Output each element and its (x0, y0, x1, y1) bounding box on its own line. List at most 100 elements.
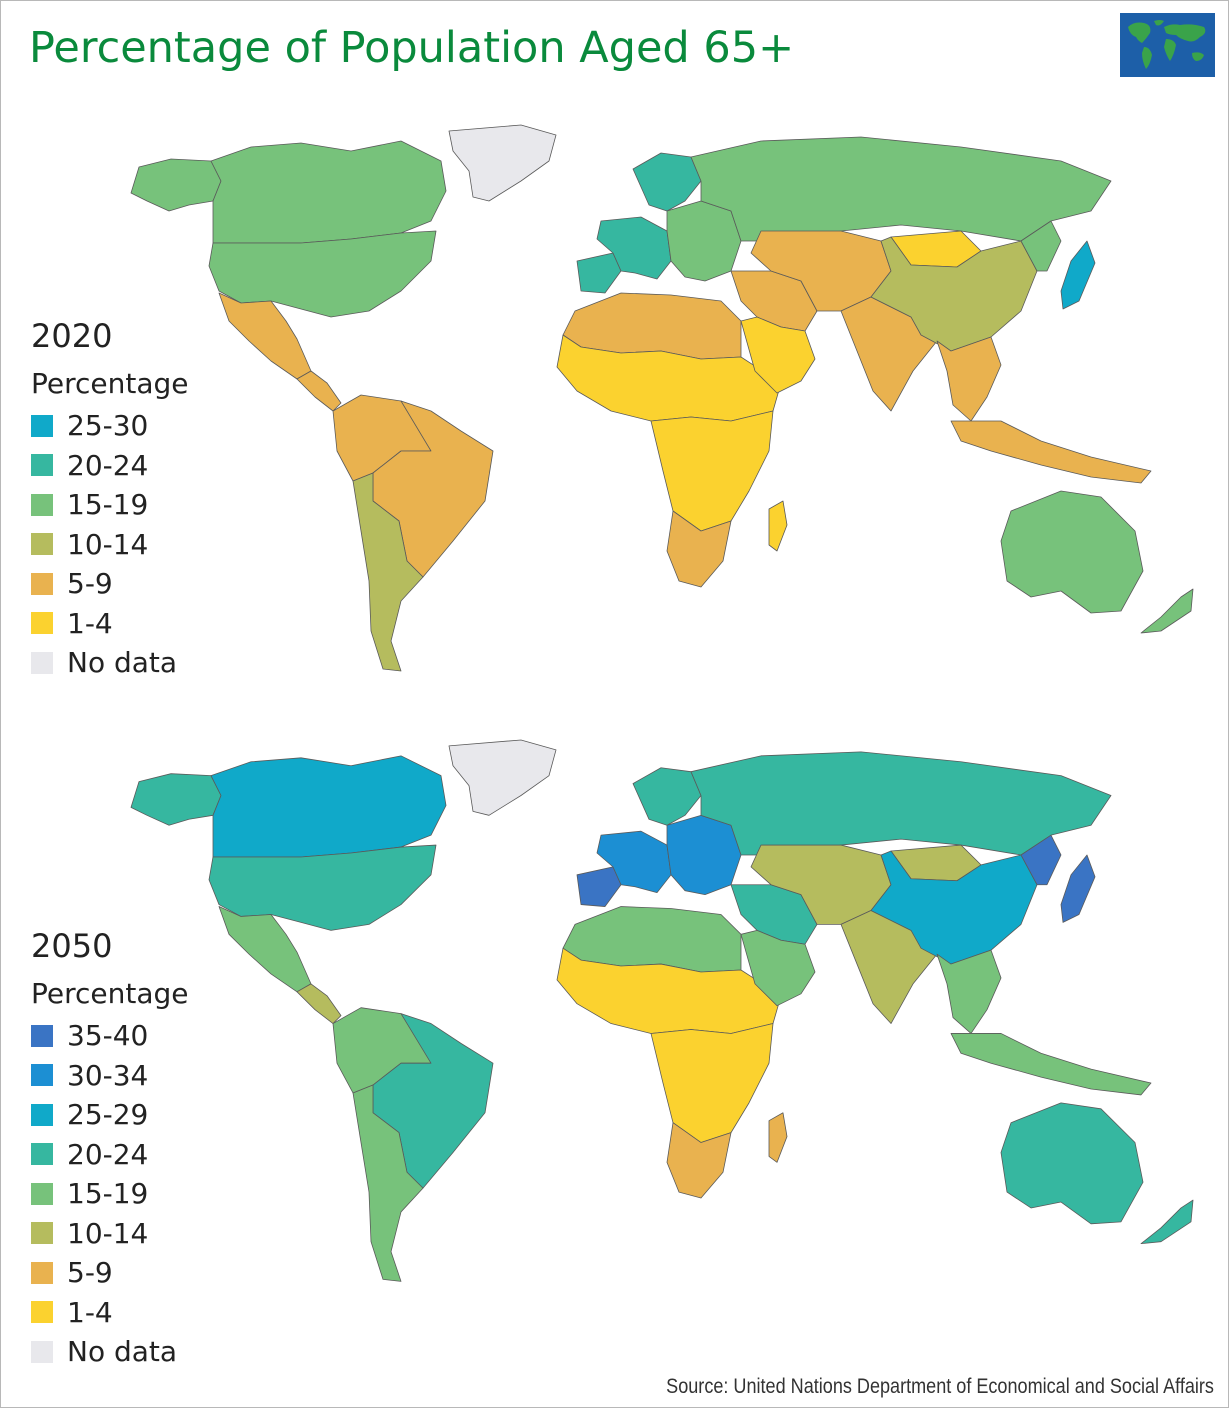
region-australia (1000, 1102, 1144, 1225)
region-usa (208, 844, 437, 931)
region-madagascar (768, 1112, 788, 1163)
legend-item: No data (31, 1332, 189, 1372)
legend-item: 20-24 (31, 1135, 189, 1175)
legend-label: 35-40 (67, 1019, 149, 1053)
region-south-america-south (352, 472, 424, 672)
region-greenland (448, 124, 557, 202)
legend-label: 5-9 (67, 1256, 113, 1290)
legend-label: 10-14 (67, 527, 149, 561)
legend-label: 5-9 (67, 567, 113, 601)
legend-item: 5-9 (31, 564, 189, 604)
legend-item: 15-19 (31, 1174, 189, 1214)
region-southeast-asia (936, 336, 1002, 422)
legend-title: Percentage (31, 977, 189, 1010)
region-south-america-south (352, 1084, 424, 1282)
legend-2020: 2020 Percentage 25-30 20-24 15-19 10-14 5-9 1… (31, 317, 189, 683)
region-eastern-europe (666, 200, 742, 282)
region-arabia (740, 316, 816, 394)
legend-swatch (31, 1340, 53, 1363)
legend-swatch (31, 1024, 53, 1047)
legend-label: 15-19 (67, 1177, 149, 1211)
legend-item: 15-19 (31, 485, 189, 525)
world-map-2020 (130, 124, 1194, 672)
region-japan (1060, 240, 1096, 310)
legend-item: 10-14 (31, 1214, 189, 1254)
legend-item: 1-4 (31, 1293, 189, 1333)
legend-label: 25-29 (67, 1098, 149, 1132)
legend-swatch (31, 651, 53, 674)
region-eastern-europe (666, 814, 742, 896)
legend-item: 25-29 (31, 1095, 189, 1135)
region-southeast-asia (936, 949, 1002, 1034)
region-central-africa (650, 1023, 774, 1143)
legend-label: 1-4 (67, 1295, 113, 1329)
region-new-zealand (1140, 1199, 1194, 1245)
region-china (870, 236, 1038, 352)
legend-label: 25-30 (67, 409, 149, 443)
region-central-america (296, 370, 342, 412)
legend-swatch (31, 612, 53, 635)
region-alaska (130, 773, 222, 826)
legend-item: 35-40 (31, 1016, 189, 1056)
legend-label: 10-14 (67, 1216, 149, 1250)
legend-label: No data (67, 1335, 178, 1369)
region-madagascar (768, 500, 788, 552)
world-map-2050 (130, 739, 1194, 1282)
region-alaska (130, 158, 222, 212)
legend-swatch (31, 493, 53, 516)
legend-swatch (31, 533, 53, 556)
region-korea (1020, 834, 1062, 886)
region-western-europe (596, 830, 672, 894)
legend-item: 10-14 (31, 525, 189, 565)
region-japan (1060, 854, 1096, 923)
region-russia (690, 751, 1112, 856)
legend-item: 5-9 (31, 1253, 189, 1293)
page-title: Percentage of Population Aged 65+ (29, 23, 795, 73)
region-central-america (296, 983, 342, 1024)
region-iberia (576, 866, 622, 907)
legend-label: 20-24 (67, 448, 149, 482)
region-greenland (448, 739, 557, 816)
legend-2050: 2050 Percentage 35-40 30-34 25-29 20-24 15-1… (31, 927, 189, 1372)
legend-swatch (31, 1182, 53, 1205)
region-canada (210, 140, 447, 244)
legend-label: 1-4 (67, 606, 113, 640)
legend-swatch (31, 1103, 53, 1126)
legend-swatch (31, 454, 53, 477)
region-usa (208, 230, 437, 318)
region-scandinavia (632, 767, 702, 826)
region-indonesia (950, 1033, 1152, 1096)
legend-label: 15-19 (67, 488, 149, 522)
legend-swatch (31, 1261, 53, 1284)
region-canada (210, 755, 447, 858)
legend-item: 1-4 (31, 604, 189, 644)
legend-swatch (31, 1222, 53, 1245)
legend-year: 2050 (31, 927, 113, 965)
region-scandinavia (632, 152, 702, 212)
legend-swatch (31, 1301, 53, 1324)
region-korea (1020, 220, 1062, 272)
region-arabia (740, 929, 816, 1007)
legend-swatch (31, 414, 53, 437)
legend-item: 25-30 (31, 406, 189, 446)
region-southern-africa (666, 1122, 732, 1199)
region-australia (1000, 490, 1144, 614)
region-southern-africa (666, 510, 732, 588)
region-new-zealand (1140, 588, 1194, 634)
region-western-europe (596, 216, 672, 280)
legend-title: Percentage (31, 367, 189, 400)
source-note: Source: United Nations Department of Eco… (666, 1375, 1214, 1398)
legend-swatch (31, 1064, 53, 1087)
legend-swatch (31, 1143, 53, 1166)
region-central-africa (650, 410, 774, 532)
legend-item: No data (31, 643, 189, 683)
legend-item: 30-34 (31, 1056, 189, 1096)
region-russia (690, 136, 1112, 242)
legend-year: 2020 (31, 317, 113, 355)
legend-label: 20-24 (67, 1137, 149, 1171)
legend-item: 20-24 (31, 446, 189, 486)
region-indonesia (950, 420, 1152, 484)
region-iberia (576, 252, 622, 294)
region-china (870, 850, 1038, 965)
